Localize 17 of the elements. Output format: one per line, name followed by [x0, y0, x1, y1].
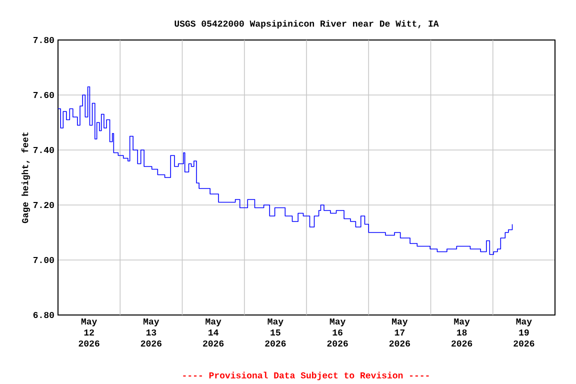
y-axis-title: Gage height, feet	[21, 132, 30, 224]
text: ---- Provisional Data Subject to Revision ----	[183, 372, 429, 380]
y-tick-label: 7.00	[33, 256, 54, 264]
y-tick-label: 7.60	[33, 92, 54, 98]
y-tick-label: 7.40	[33, 146, 54, 154]
x-tick-label: May 19 2026	[514, 318, 534, 347]
x-tick-label: May 12 2026	[78, 318, 100, 347]
x-tick-label: May 15 2026	[265, 318, 286, 347]
x-tick-label: May 17 2026	[389, 318, 410, 347]
chart-title: USGS 05422000 Wapsipinicon River near De Witt, IA	[174, 20, 439, 28]
x-tick-label: May 13 2026	[140, 318, 162, 347]
y-tick-label: 7.80	[33, 36, 54, 44]
y-tick-label: 7.20	[33, 202, 54, 208]
x-tick-label: May 14 2026	[203, 318, 224, 347]
x-tick-label: May 16 2026	[327, 318, 348, 347]
x-tick-label: May 18 2026	[452, 318, 472, 347]
y-tick-label: 6.80	[33, 312, 54, 318]
